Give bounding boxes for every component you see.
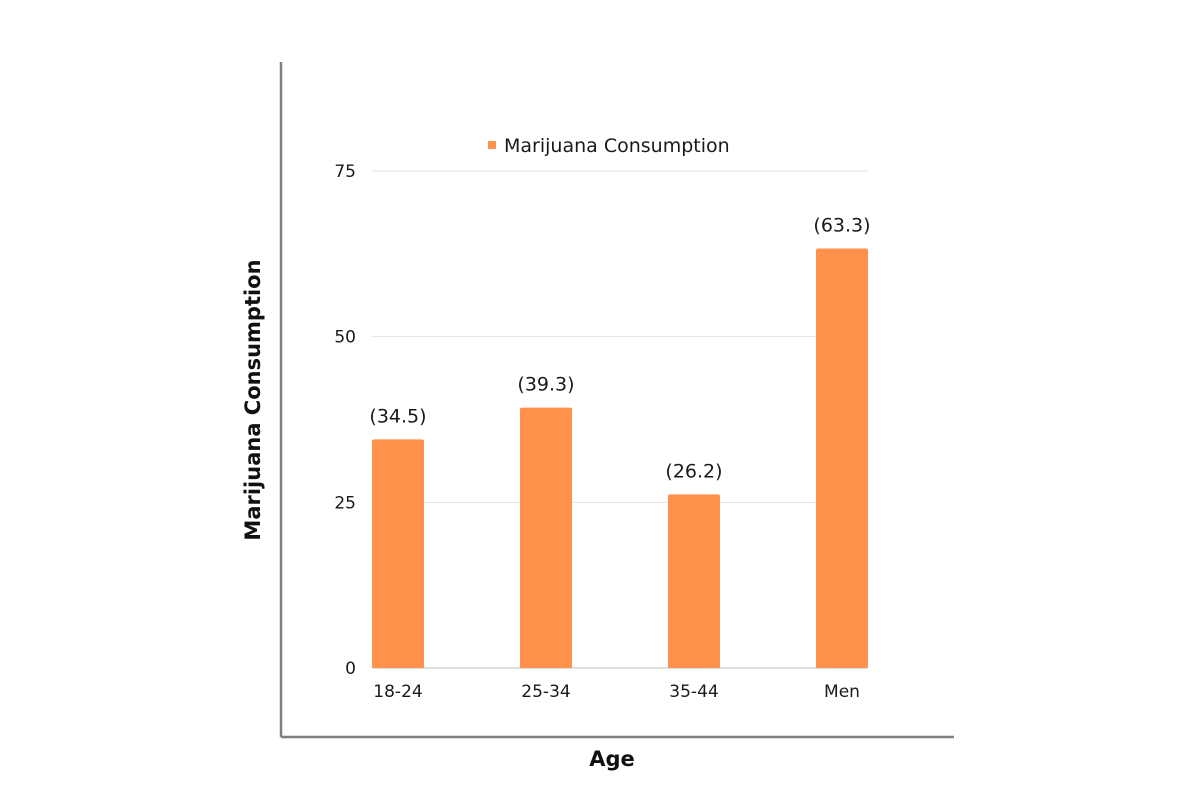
x-tick-label: 35-44 (669, 682, 718, 702)
bar (520, 407, 572, 668)
y-tick-label: 25 (334, 493, 356, 513)
x-tick-label: 25-34 (521, 682, 570, 702)
legend-label: Marijuana Consumption (504, 135, 730, 157)
y-tick-label: 75 (334, 162, 356, 182)
data-label: (63.3) (813, 215, 870, 237)
y-tick-label: 0 (345, 659, 356, 679)
grid-layer (372, 170, 868, 669)
data-label: (34.5) (369, 405, 426, 427)
data-label: (39.3) (517, 374, 574, 396)
x-tick-label: Men (824, 682, 860, 702)
data-labels: (34.5) (39.3) (26.2) (63.3) (369, 215, 870, 483)
y-axis-title: Marijuana Consumption (241, 259, 265, 540)
legend-swatch (488, 141, 496, 149)
bar (668, 494, 720, 668)
x-tick-labels: 18-24 25-34 35-44 Men (373, 682, 860, 702)
bars (372, 248, 868, 669)
x-axis-title: Age (589, 747, 635, 771)
y-tick-labels: 0 25 50 75 (334, 162, 356, 679)
legend: Marijuana Consumption (488, 135, 730, 157)
data-label: (26.2) (665, 460, 722, 482)
bar (372, 439, 424, 668)
y-tick-label: 50 (334, 328, 356, 348)
bar (816, 248, 868, 669)
x-tick-label: 18-24 (373, 682, 422, 702)
